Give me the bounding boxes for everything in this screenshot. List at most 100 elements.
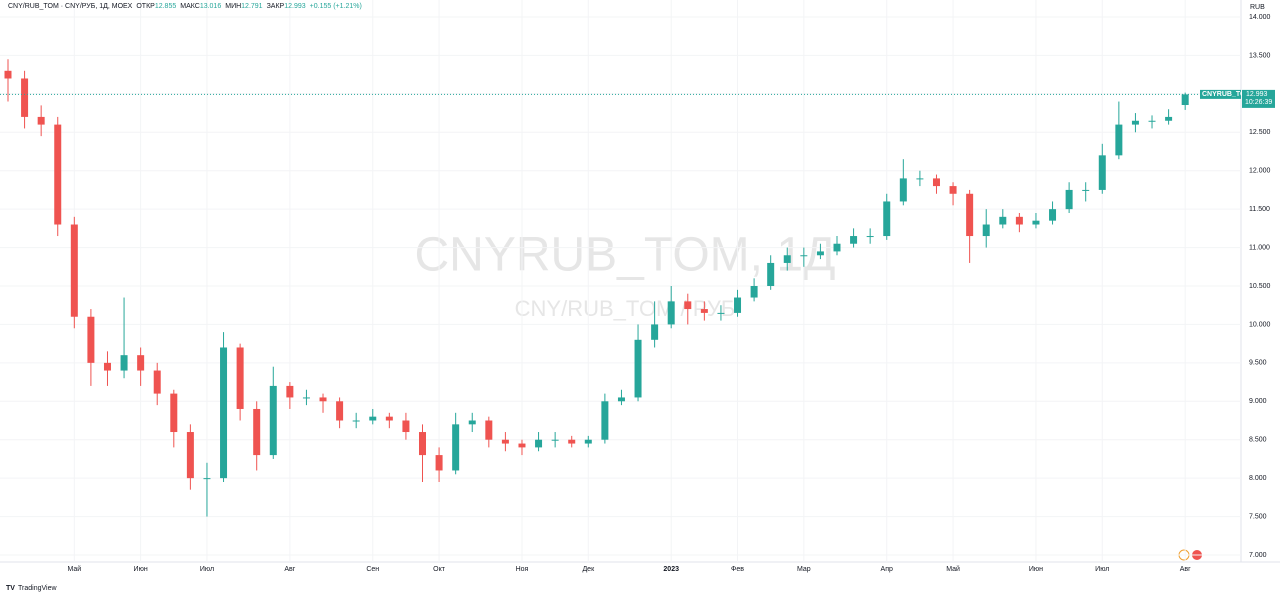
candle-body	[1181, 94, 1189, 106]
x-tick-label: Май	[946, 565, 960, 573]
currency: RUB	[1250, 4, 1265, 11]
candle-body	[916, 178, 924, 180]
x-tick-label: Май	[67, 565, 81, 573]
candle-body	[137, 355, 145, 371]
x-tick-label: Июн	[1029, 566, 1043, 573]
candle-body	[651, 324, 659, 340]
ohlc-value: 13.016	[200, 3, 222, 10]
candle-body	[352, 420, 360, 422]
x-tick-label: Авг	[284, 566, 295, 573]
candle-body	[833, 243, 841, 252]
candle-body	[21, 78, 29, 117]
candle-body	[54, 124, 62, 225]
candle-body	[336, 401, 344, 421]
candle-body	[87, 316, 95, 363]
candle-body	[253, 408, 261, 456]
candle-body	[186, 432, 194, 479]
candle-body	[535, 439, 543, 448]
candle-body	[220, 347, 228, 479]
candle-body	[1032, 220, 1040, 225]
candle-body	[982, 224, 990, 237]
candle-body	[369, 416, 377, 421]
y-tick-label: 9.500	[1249, 360, 1267, 367]
countdown: 10:26:39	[1245, 99, 1272, 106]
candle-body	[435, 455, 443, 471]
candle-body	[750, 286, 758, 298]
brand-logo: TV	[6, 585, 15, 592]
ohlc-value: 12.855	[155, 3, 177, 10]
candle-body	[966, 193, 974, 237]
candle-body	[584, 439, 592, 444]
candle-body	[103, 362, 111, 371]
candle-body	[800, 255, 808, 257]
x-tick-label: Окт	[433, 566, 446, 573]
x-tick-label: Фев	[731, 566, 744, 573]
ohlc-label: МИН	[225, 3, 241, 10]
candle-body	[1148, 120, 1156, 122]
candle-body	[37, 116, 45, 125]
y-tick-label: 7.000	[1249, 552, 1267, 559]
x-tick-label: Дек	[582, 566, 595, 573]
x-tick-label: Июл	[1095, 566, 1109, 573]
candle-body	[319, 397, 327, 402]
candle-body	[866, 236, 874, 238]
candle-body	[551, 439, 559, 441]
candle-body	[70, 224, 78, 317]
header: CNY/RUB_TOM · CNY/РУБ, 1Д, MOEX ОТКР12.85…	[8, 3, 362, 10]
candle-body	[1049, 209, 1057, 221]
y-tick-label: 7.500	[1249, 513, 1267, 520]
candle-body	[634, 339, 642, 398]
ohlc-value: 12.791	[241, 3, 263, 10]
x-tick-label: Мар	[797, 566, 811, 573]
candle-body	[767, 262, 775, 286]
watermark-sub: CNY/RUB_TOM / РУБ	[515, 296, 736, 321]
change: +0.155 (+1.21%)	[310, 3, 362, 10]
candle-body	[850, 236, 858, 244]
candle-body	[419, 432, 426, 456]
y-tick-label: 11.000	[1249, 244, 1270, 251]
symbol-tag-bg	[1200, 89, 1241, 99]
x-tick-label: Апр	[881, 566, 893, 573]
candle-body	[783, 255, 791, 263]
y-tick-label: 13.500	[1249, 52, 1271, 59]
candle-body	[883, 201, 891, 237]
candle-body	[402, 420, 410, 433]
candle-body	[153, 370, 161, 394]
candle-body	[120, 355, 128, 371]
y-tick-label: 14.000	[1249, 14, 1271, 21]
x-tick-label: 2023	[663, 566, 679, 573]
candle-body	[1015, 216, 1023, 225]
candle-body	[236, 347, 244, 409]
candle-body	[734, 297, 742, 313]
y-tick-label: 8.500	[1249, 437, 1267, 444]
x-tick-label: Сен	[366, 566, 379, 573]
price-tag-bg	[1242, 89, 1275, 108]
candle-body	[452, 424, 460, 471]
x-tick-label: Июн	[134, 566, 148, 573]
price-tag: 12.993	[1246, 91, 1268, 98]
y-tick-label: 10.500	[1249, 283, 1271, 290]
y-tick-label: 10.000	[1249, 321, 1271, 328]
candle-body	[485, 420, 493, 440]
candle-body	[1065, 189, 1073, 210]
candle-body	[501, 439, 509, 444]
y-tick-label: 11.500	[1249, 206, 1270, 213]
candle-body	[700, 309, 708, 313]
watermark: CNYRUB_TOM, 1Д	[414, 229, 835, 282]
candle-body	[899, 178, 907, 202]
x-tick-label: Ноя	[516, 566, 529, 573]
candle-body	[203, 478, 211, 480]
candle-body	[1082, 189, 1090, 191]
ohlc-label: ЗАКР	[267, 3, 285, 10]
candle-body	[568, 439, 576, 444]
candle-body	[468, 420, 476, 425]
candle-body	[518, 443, 526, 448]
candle-body	[302, 397, 310, 399]
candle-body	[667, 301, 675, 325]
candle-body	[717, 312, 725, 314]
candle-body	[816, 251, 824, 256]
candle-body	[1165, 116, 1173, 121]
